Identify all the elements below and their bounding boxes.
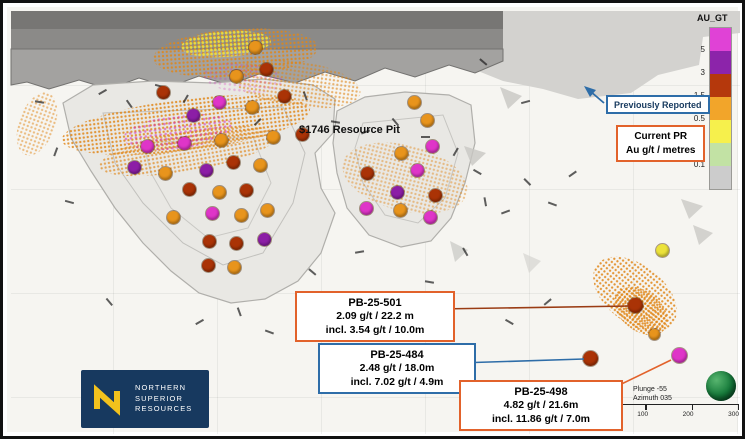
- drill-intercept-dot: [177, 136, 191, 150]
- drill-intercept-dot: [420, 113, 434, 127]
- callout-grade: 4.82 g/t / 21.6m: [503, 399, 579, 412]
- drill-intercept-dot: [266, 130, 280, 144]
- callout-hole-id: PB-25-484: [370, 349, 424, 361]
- legend-swatch: [710, 74, 731, 97]
- drill-intercept-dot: [259, 62, 273, 76]
- drill-intercept-dot: [582, 350, 598, 366]
- current-pr-label-line1: Current PR: [634, 131, 688, 142]
- drill-intercept-dot: [648, 328, 660, 340]
- drill-intercept-dot: [390, 185, 404, 199]
- legend-tick-label: 3: [700, 68, 705, 77]
- drill-intercept-dot: [425, 139, 439, 153]
- drill-intercept-dot: [394, 146, 408, 160]
- drill-intercept-dot: [229, 236, 243, 250]
- current-pr-label-line2: Au g/t / metres: [626, 144, 696, 156]
- drill-intercept-dot: [229, 69, 243, 83]
- drill-intercept-dot: [655, 243, 669, 257]
- legend-swatch: [710, 143, 731, 166]
- callout-pb-25-498: PB-25-498 4.82 g/t / 21.6m incl. 11.86 g…: [459, 380, 623, 431]
- callout-pb-25-501: PB-25-501 2.09 g/t / 22.2 m incl. 3.54 g…: [295, 291, 455, 342]
- callout-hole-id: PB-25-498: [514, 386, 568, 398]
- drill-intercept-dot: [156, 85, 170, 99]
- drill-intercept-dot: [205, 206, 219, 220]
- legend-tick-label: 5: [700, 45, 705, 54]
- drill-intercept-dot: [359, 201, 373, 215]
- orientation-sphere-icon: [706, 371, 736, 401]
- logo-text-line: NORTHERN: [135, 383, 187, 393]
- current-pr-key: Current PR Au g/t / metres: [616, 125, 706, 162]
- previously-reported-label: Previously Reported: [614, 99, 702, 110]
- azimuth-value: Azimuth 035: [633, 395, 672, 402]
- callout-grade: 2.48 g/t / 18.0m: [359, 362, 435, 375]
- drill-intercept-dot: [199, 163, 213, 177]
- callout-pb-25-484: PB-25-484 2.48 g/t / 18.0m incl. 7.02 g/…: [318, 343, 476, 394]
- drill-intercept-dot: [158, 166, 172, 180]
- callout-included-interval: incl. 7.02 g/t / 4.9m: [350, 375, 444, 388]
- legend-bar: [709, 27, 732, 190]
- legend-tick-label: 0.5: [693, 114, 705, 123]
- logo-text-line: RESOURCES: [135, 404, 193, 414]
- plunge-value: Plunge -55: [633, 386, 667, 393]
- drill-intercept-dot: [295, 127, 309, 141]
- arrow-icon: [584, 86, 596, 97]
- drill-intercept-dot: [671, 347, 687, 363]
- callout-included-interval: incl. 3.54 g/t / 10.0m: [325, 323, 425, 336]
- grade-legend: AU_GT 531.50.50.30.1: [683, 11, 741, 197]
- logo-n-icon: [94, 384, 120, 416]
- drill-intercept-dot: [182, 182, 196, 196]
- drill-intercept-dot: [245, 100, 259, 114]
- drill-intercept-dot: [407, 95, 421, 109]
- drill-intercept-dot: [257, 232, 271, 246]
- drill-intercept-dot: [227, 260, 241, 274]
- drill-intercept-dot: [627, 297, 643, 313]
- drill-intercept-dot: [260, 203, 274, 217]
- legend-swatch: [710, 28, 731, 51]
- drill-intercept-dot: [202, 234, 216, 248]
- drill-intercept-dot: [212, 185, 226, 199]
- orientation-readout: Plunge -55 Azimuth 035: [633, 385, 672, 403]
- drill-intercept-dot: [277, 89, 291, 103]
- structure-tick: [421, 136, 430, 138]
- drill-intercept-dot: [212, 95, 226, 109]
- legend-swatch: [710, 97, 731, 120]
- legend-swatch: [710, 120, 731, 143]
- company-logo: NORTHERN SUPERIOR RESOURCES: [81, 370, 209, 428]
- drill-intercept-dot: [428, 188, 442, 202]
- resource-pit-label: $1746 Resource Pit: [299, 124, 400, 136]
- callout-included-interval: incl. 11.86 g/t / 7.0m: [491, 412, 591, 425]
- scalebar-label: 300: [728, 411, 739, 418]
- legend-swatch: [710, 51, 731, 74]
- logo-text-line: SUPERIOR: [135, 393, 183, 403]
- drill-intercept-dot: [423, 210, 437, 224]
- drill-intercept-dot: [248, 40, 262, 54]
- drill-intercept-dot: [360, 166, 374, 180]
- drill-intercept-dot: [234, 208, 248, 222]
- drill-intercept-dot: [186, 108, 200, 122]
- drill-intercept-dot: [214, 133, 228, 147]
- logo-text: NORTHERN SUPERIOR RESOURCES: [135, 383, 192, 415]
- legend-tick-label: 0.1: [693, 160, 705, 169]
- drill-intercept-dot: [140, 139, 154, 153]
- drill-intercept-dot: [166, 210, 180, 224]
- drill-intercept-dot: [393, 203, 407, 217]
- drill-intercept-dot: [226, 155, 240, 169]
- legend-title: AU_GT: [697, 13, 728, 23]
- callout-hole-id: PB-25-501: [348, 297, 402, 309]
- drill-intercept-dot: [239, 183, 253, 197]
- callout-grade: 2.09 g/t / 22.2 m: [336, 310, 414, 323]
- drill-intercept-dot: [127, 160, 141, 174]
- scalebar-label: 100: [637, 411, 649, 418]
- scalebar-label: 200: [682, 411, 694, 418]
- drill-intercept-dot: [410, 163, 424, 177]
- drill-intercept-dot: [201, 258, 215, 272]
- legend-swatch: [710, 166, 731, 189]
- previously-reported-key: Previously Reported: [606, 95, 710, 114]
- drill-intercept-dot: [253, 158, 267, 172]
